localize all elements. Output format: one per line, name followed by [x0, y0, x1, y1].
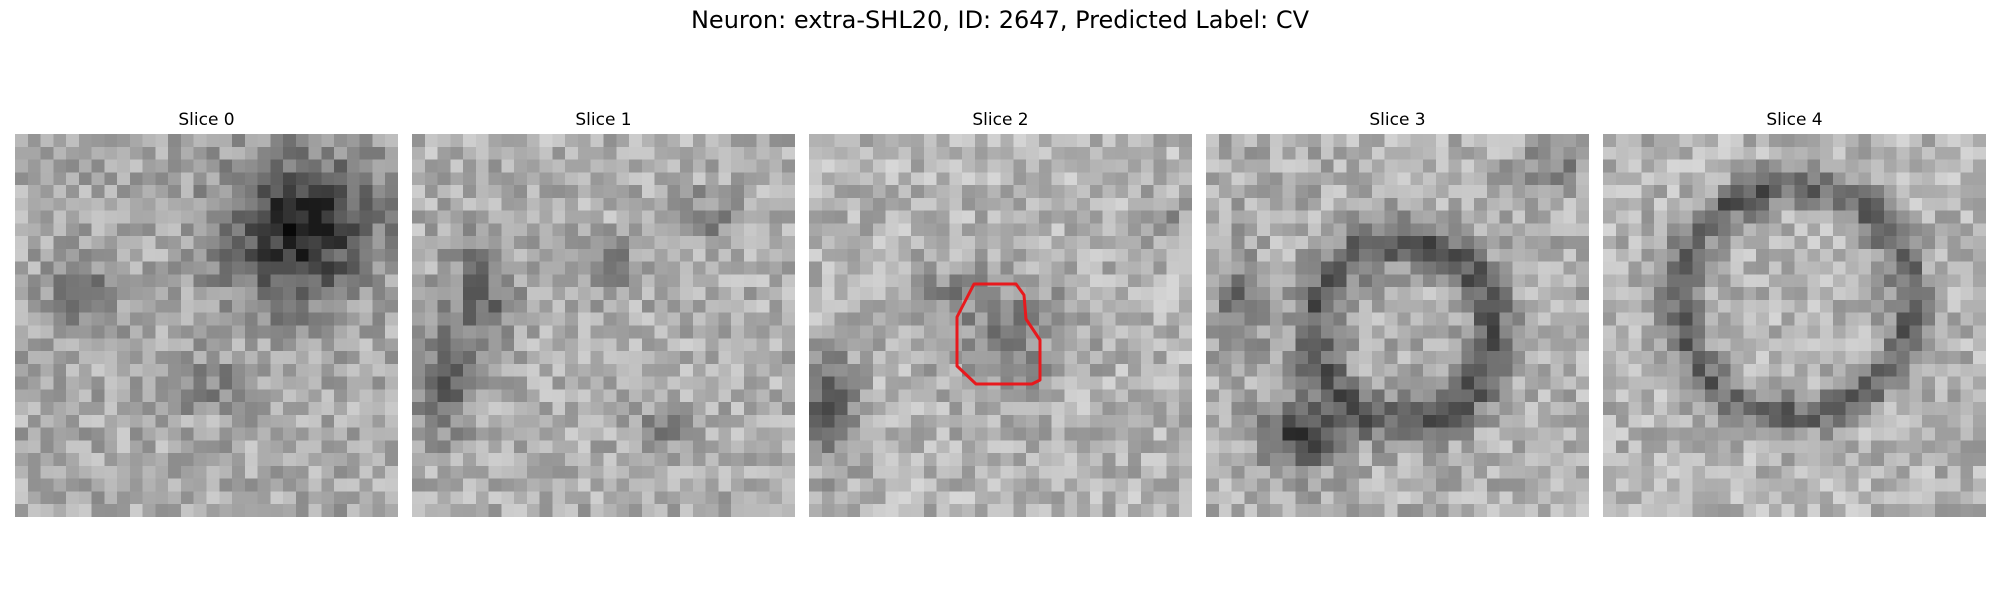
- slice-image: [1206, 134, 1589, 517]
- slice-image: [1603, 134, 1986, 517]
- segmentation-contour: [955, 282, 1042, 386]
- slice-panel-3: Slice 3: [1206, 110, 1589, 517]
- slice-title: Slice 2: [972, 110, 1029, 130]
- slice-title: Slice 1: [575, 110, 632, 130]
- slice-title: Slice 3: [1369, 110, 1426, 130]
- slice-panel-4: Slice 4: [1603, 110, 1986, 517]
- slice-panel-0: Slice 0: [15, 110, 398, 517]
- segmentation-contour-overlay: [955, 282, 1042, 386]
- slice-image: [412, 134, 795, 517]
- slice-panel-1: Slice 1: [412, 110, 795, 517]
- slice-title: Slice 0: [178, 110, 235, 130]
- slice-title: Slice 4: [1766, 110, 1823, 130]
- slice-panel-2: Slice 2: [809, 110, 1192, 517]
- figure-title: Neuron: extra-SHL20, ID: 2647, Predicted…: [690, 6, 1310, 34]
- slice-image: [809, 134, 1192, 517]
- slice-image: [15, 134, 398, 517]
